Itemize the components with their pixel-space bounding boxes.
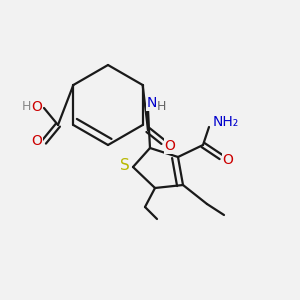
Text: O: O xyxy=(32,134,42,148)
Text: N: N xyxy=(147,96,157,110)
Text: O: O xyxy=(223,153,233,167)
Text: H: H xyxy=(156,100,166,113)
Text: NH₂: NH₂ xyxy=(213,115,239,129)
Text: S: S xyxy=(120,158,130,172)
Text: H: H xyxy=(21,100,31,113)
Text: O: O xyxy=(165,139,176,153)
Text: O: O xyxy=(32,100,42,114)
